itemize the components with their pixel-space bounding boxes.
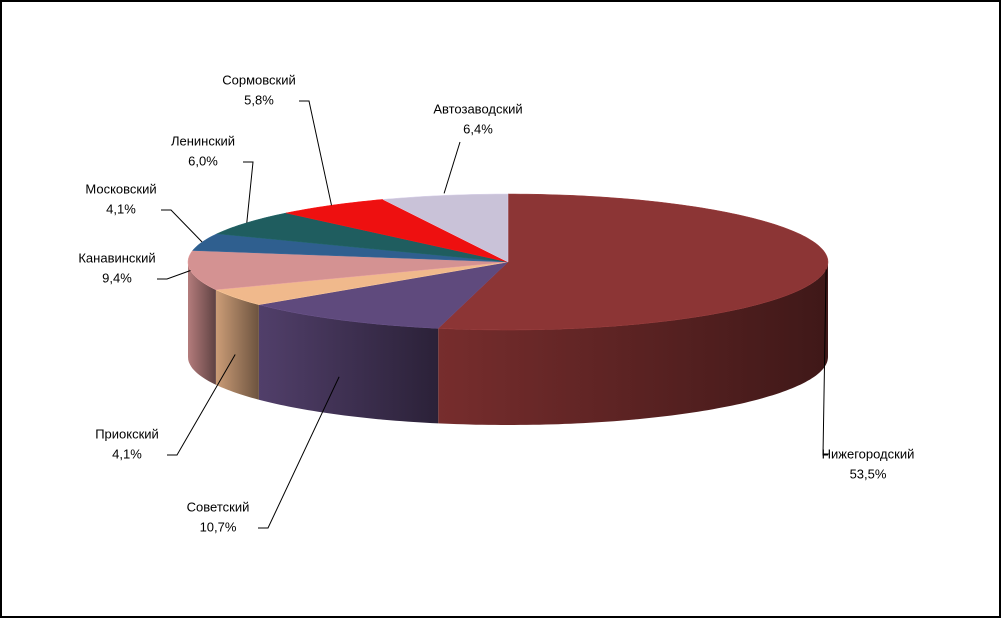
leader-line (822, 269, 828, 456)
data-label-category: Сормовский (222, 72, 296, 87)
data-label-value: 9,4% (102, 270, 132, 285)
leader-line (157, 270, 191, 280)
data-label-value: 10,7% (200, 519, 237, 534)
slice (381, 193, 509, 263)
slice-side (188, 262, 216, 385)
leader-line (258, 376, 340, 529)
leader-line (167, 354, 236, 456)
data-label-category: Советский (187, 499, 250, 514)
slice (258, 261, 509, 329)
leader-line (161, 209, 203, 243)
leader-line (299, 100, 332, 206)
data-label-value: 6,0% (188, 153, 218, 168)
slice (437, 193, 829, 331)
slice-side (438, 262, 828, 425)
data-label-category: Канавинский (78, 250, 155, 265)
slice (192, 233, 509, 263)
slice (215, 212, 509, 263)
slice (214, 261, 509, 305)
data-label-value: 4,1% (112, 446, 142, 461)
slice-side (258, 304, 439, 424)
data-label-category: Московский (85, 181, 156, 196)
data-label-category: Автозаводский (433, 101, 522, 116)
data-label-category: Приокский (95, 426, 159, 441)
data-label-category: Ленинский (171, 133, 235, 148)
data-label-value: 5,8% (244, 92, 274, 107)
data-label-value: 6,4% (463, 121, 493, 136)
leader-line (243, 161, 254, 223)
data-label-value: 4,1% (106, 201, 136, 216)
data-label-value: 53,5% (850, 466, 887, 481)
slice-side (215, 289, 259, 400)
data-label-category: Нижегородский (822, 446, 915, 461)
leader-line (443, 141, 461, 194)
